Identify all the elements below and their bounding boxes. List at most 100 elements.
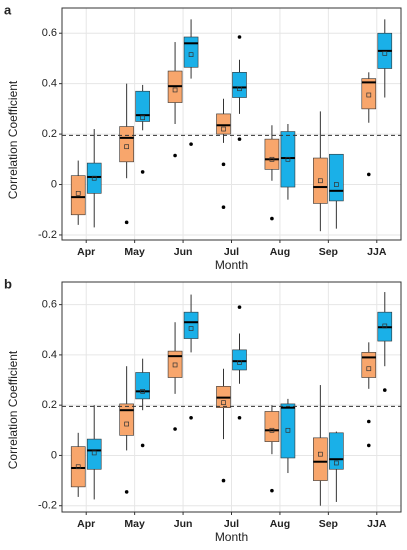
outlier <box>221 162 226 167</box>
x-tick-label: Jul <box>224 246 239 258</box>
mean <box>221 400 226 406</box>
box <box>232 72 247 98</box>
mean <box>140 115 145 121</box>
y-axis-title: Correlation Coefficient <box>6 350 20 469</box>
box <box>361 352 377 378</box>
y-tick-label: 0.4 <box>42 349 57 361</box>
mean <box>382 323 388 329</box>
box <box>329 432 344 470</box>
y-tick-label: 0.2 <box>42 128 57 140</box>
x-tick-label: Aug <box>270 246 290 258</box>
outlier <box>140 170 145 174</box>
outlier <box>173 427 177 431</box>
box <box>135 90 150 122</box>
x-tick-label: JJA <box>367 246 387 258</box>
box <box>216 113 231 135</box>
mean <box>237 360 242 365</box>
outlier <box>270 488 274 493</box>
y-tick-label: 0 <box>51 178 57 190</box>
outlier <box>237 305 242 309</box>
x-axis-title: Month <box>215 530 248 544</box>
mean <box>124 421 129 427</box>
x-tick-label: May <box>124 246 145 258</box>
y-tick-label: 0 <box>51 449 57 461</box>
box <box>167 350 183 378</box>
mean <box>172 362 178 368</box>
outlier <box>382 388 387 392</box>
box <box>119 126 134 163</box>
outlier <box>366 172 371 177</box>
outlier <box>237 35 242 39</box>
y-tick-label: -0.2 <box>38 229 57 241</box>
box <box>313 157 328 204</box>
x-tick-label: Sep <box>319 518 338 530</box>
outlier <box>366 419 371 424</box>
mean <box>75 464 81 470</box>
mean <box>221 126 226 132</box>
outlier <box>173 153 177 158</box>
x-tick-label: Apr <box>77 246 95 258</box>
mean <box>318 451 323 457</box>
box <box>280 131 296 188</box>
panel-border <box>61 281 402 513</box>
mean <box>334 182 339 187</box>
mean <box>172 87 178 93</box>
outlier <box>189 142 193 146</box>
mean <box>91 450 97 456</box>
mean <box>285 427 291 433</box>
box <box>86 162 102 194</box>
mean <box>269 156 275 162</box>
box <box>264 138 280 170</box>
box <box>280 403 296 459</box>
y-tick-label: -0.2 <box>38 500 57 512</box>
mean <box>366 92 372 98</box>
x-tick-label: May <box>124 518 145 530</box>
mean <box>318 178 323 184</box>
panel-border <box>61 7 402 241</box>
outlier <box>124 220 129 225</box>
outlier <box>189 415 193 420</box>
mean <box>140 388 145 394</box>
mean <box>124 144 129 150</box>
box <box>329 153 344 202</box>
box <box>183 36 199 68</box>
outlier <box>270 216 274 221</box>
panel-label: a <box>4 2 12 17</box>
y-tick-label: 0.4 <box>42 78 57 90</box>
x-axis-title: Month <box>215 258 248 272</box>
box <box>183 311 199 339</box>
x-tick-label: Jul <box>224 518 239 530</box>
box <box>313 437 328 481</box>
outlier <box>237 415 242 420</box>
box <box>135 372 150 400</box>
outlier <box>140 443 145 448</box>
outlier <box>221 478 226 483</box>
mean <box>91 175 97 181</box>
panel-label: b <box>4 276 12 291</box>
mean <box>269 427 275 433</box>
box <box>232 349 247 371</box>
x-tick-label: Jun <box>174 518 193 530</box>
box <box>70 446 86 488</box>
mean <box>285 156 291 162</box>
box <box>119 403 134 436</box>
y-tick-label: 0.6 <box>42 299 57 311</box>
y-axis-title: Correlation Coefficient <box>6 80 20 199</box>
box <box>361 78 377 110</box>
mean <box>334 460 339 466</box>
mean <box>188 52 194 58</box>
mean <box>237 86 242 92</box>
x-tick-label: JJA <box>367 518 387 530</box>
x-tick-label: Apr <box>77 518 95 530</box>
box <box>264 411 280 442</box>
mean <box>188 326 194 331</box>
x-tick-label: Sep <box>319 246 338 258</box>
y-tick-label: 0.6 <box>42 27 57 39</box>
mean <box>382 51 388 56</box>
y-tick-label: 0.2 <box>42 399 57 411</box>
mean <box>366 366 372 372</box>
x-tick-label: Jun <box>174 246 193 258</box>
outlier <box>221 205 226 210</box>
x-tick-label: Aug <box>270 518 290 530</box>
